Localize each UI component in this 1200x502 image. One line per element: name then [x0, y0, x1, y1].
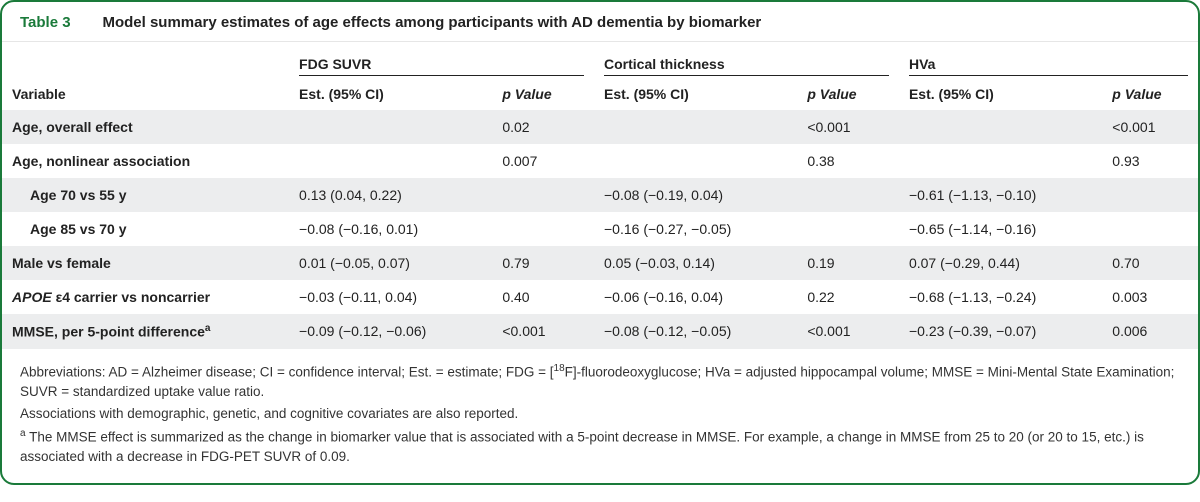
table-cell: −0.65 (−1.14, −0.16): [899, 212, 1102, 246]
table-cell: −0.16 (−0.27, −0.05): [594, 212, 797, 246]
table-cell: 0.01 (−0.05, 0.07): [289, 246, 492, 280]
table-title-bar: Table 3 Model summary estimates of age e…: [2, 2, 1198, 42]
header-group-hva: HVa: [899, 42, 1198, 80]
table-cell: 0.19: [797, 246, 899, 280]
row-label: Age, overall effect: [2, 110, 289, 144]
table-cell: 0.007: [492, 144, 594, 178]
table-row: APOE ε4 carrier vs noncarrier−0.03 (−0.1…: [2, 280, 1198, 314]
table-cell: −0.09 (−0.12, −0.06): [289, 314, 492, 349]
table-container: Table 3 Model summary estimates of age e…: [0, 0, 1200, 485]
table-tag: Table 3: [20, 14, 71, 31]
row-label: Age, nonlinear association: [2, 144, 289, 178]
header-group-cortical: Cortical thickness: [594, 42, 899, 80]
table-cell: [899, 110, 1102, 144]
table-cell: 0.006: [1102, 314, 1198, 349]
table-cell: 0.05 (−0.03, 0.14): [594, 246, 797, 280]
table-cell: 0.38: [797, 144, 899, 178]
table-cell: [492, 212, 594, 246]
data-table: FDG SUVR Cortical thickness HVa Variable…: [2, 42, 1198, 349]
table-cell: <0.001: [797, 314, 899, 349]
header-sub-row: Variable Est. (95% CI) p Value Est. (95%…: [2, 80, 1198, 110]
table-cell: −0.08 (−0.19, 0.04): [594, 178, 797, 212]
table-cell: −0.08 (−0.16, 0.01): [289, 212, 492, 246]
table-cell: [899, 144, 1102, 178]
table-cell: 0.003: [1102, 280, 1198, 314]
table-cell: −0.03 (−0.11, 0.04): [289, 280, 492, 314]
table-cell: 0.13 (0.04, 0.22): [289, 178, 492, 212]
table-cell: [1102, 178, 1198, 212]
header-group-row: FDG SUVR Cortical thickness HVa: [2, 42, 1198, 80]
header-p-2: p Value: [797, 80, 899, 110]
row-label: APOE ε4 carrier vs noncarrier: [2, 280, 289, 314]
row-label: MMSE, per 5-point differencea: [2, 314, 289, 349]
table-row: Male vs female0.01 (−0.05, 0.07)0.790.05…: [2, 246, 1198, 280]
table-cell: <0.001: [1102, 110, 1198, 144]
footer-abbrev: Abbreviations: AD = Alzheimer disease; C…: [20, 362, 1180, 402]
table-cell: [289, 144, 492, 178]
table-title: Model summary estimates of age effects a…: [102, 14, 761, 31]
table-cell: 0.70: [1102, 246, 1198, 280]
table-row: MMSE, per 5-point differencea−0.09 (−0.1…: [2, 314, 1198, 349]
table-row: Age 70 vs 55 y0.13 (0.04, 0.22) −0.08 (−0…: [2, 178, 1198, 212]
header-p-3: p Value: [1102, 80, 1198, 110]
table-cell: [594, 144, 797, 178]
table-cell: 0.93: [1102, 144, 1198, 178]
table-cell: −0.61 (−1.13, −0.10): [899, 178, 1102, 212]
table-cell: [289, 110, 492, 144]
header-est-2: Est. (95% CI): [594, 80, 797, 110]
header-group-fdg: FDG SUVR: [289, 42, 594, 80]
table-cell: −0.06 (−0.16, 0.04): [594, 280, 797, 314]
header-est-3: Est. (95% CI): [899, 80, 1102, 110]
table-cell: −0.68 (−1.13, −0.24): [899, 280, 1102, 314]
table-cell: [797, 178, 899, 212]
row-label: Age 70 vs 55 y: [2, 178, 289, 212]
table-row: Age 85 vs 70 y−0.08 (−0.16, 0.01) −0.16 (…: [2, 212, 1198, 246]
header-variable: Variable: [2, 80, 289, 110]
table-cell: 0.40: [492, 280, 594, 314]
table-row: Age, nonlinear association 0.007 0.38 0.93: [2, 144, 1198, 178]
table-cell: 0.22: [797, 280, 899, 314]
table-cell: −0.23 (−0.39, −0.07): [899, 314, 1102, 349]
row-label: Male vs female: [2, 246, 289, 280]
table-footer: Abbreviations: AD = Alzheimer disease; C…: [2, 349, 1198, 484]
table-cell: 0.02: [492, 110, 594, 144]
table-cell: <0.001: [492, 314, 594, 349]
table-cell: 0.79: [492, 246, 594, 280]
table-cell: [1102, 212, 1198, 246]
table-cell: [797, 212, 899, 246]
header-est-1: Est. (95% CI): [289, 80, 492, 110]
footer-line2: Associations with demographic, genetic, …: [20, 404, 1180, 424]
table-body: Age, overall effect0.02<0.001<0.001Age, …: [2, 110, 1198, 349]
table-cell: −0.08 (−0.12, −0.05): [594, 314, 797, 349]
table-row: Age, overall effect 0.02 <0.001 <0.001: [2, 110, 1198, 144]
row-label: Age 85 vs 70 y: [2, 212, 289, 246]
table-cell: [492, 178, 594, 212]
table-cell: [594, 110, 797, 144]
table-cell: <0.001: [797, 110, 899, 144]
footer-note: a The MMSE effect is summarized as the c…: [20, 427, 1180, 467]
header-p-1: p Value: [492, 80, 594, 110]
table-cell: 0.07 (−0.29, 0.44): [899, 246, 1102, 280]
